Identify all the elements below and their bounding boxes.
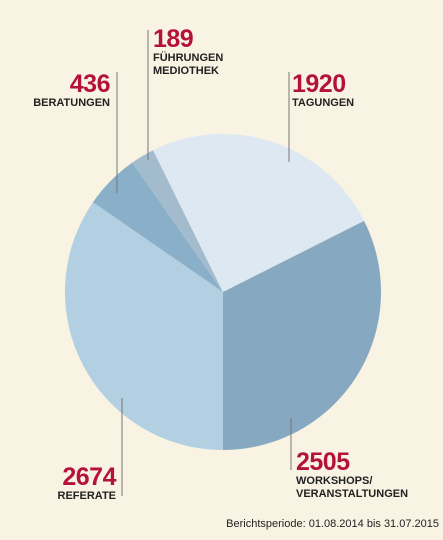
category-label: REFERATE [57,490,116,502]
value-label: 1920 [292,70,346,98]
footnote: Berichtsperiode: 01.08.2014 bis 31.07.20… [226,518,439,530]
pie-slice [64,202,223,450]
category-label: BERATUNGEN [33,97,110,109]
slice-label: 189 FÜHRUNGEN MEDIOTHEK [153,27,223,78]
value-label: 2505 [296,448,350,476]
slice-label: 2505 WORKSHOPS/ VERANSTALTUNGEN [296,450,408,501]
value-label: 2674 [62,463,116,491]
category-label: WORKSHOPS/ VERANSTALTUNGEN [296,475,409,500]
category-label: TAGUNGEN [292,97,355,109]
pie-slice [223,220,381,450]
slice-label: 436 BERATUNGEN [33,72,110,110]
category-label: FÜHRUNGEN MEDIOTHEK [153,52,224,77]
pie-slice [153,134,365,292]
slice-label: 1920 TAGUNGEN [292,72,354,110]
slice-label: 2674 REFERATE [57,463,117,503]
pie-slice [132,150,223,292]
pie-slice [92,162,223,292]
value-label: 189 [153,25,194,53]
value-label: 436 [69,70,111,98]
